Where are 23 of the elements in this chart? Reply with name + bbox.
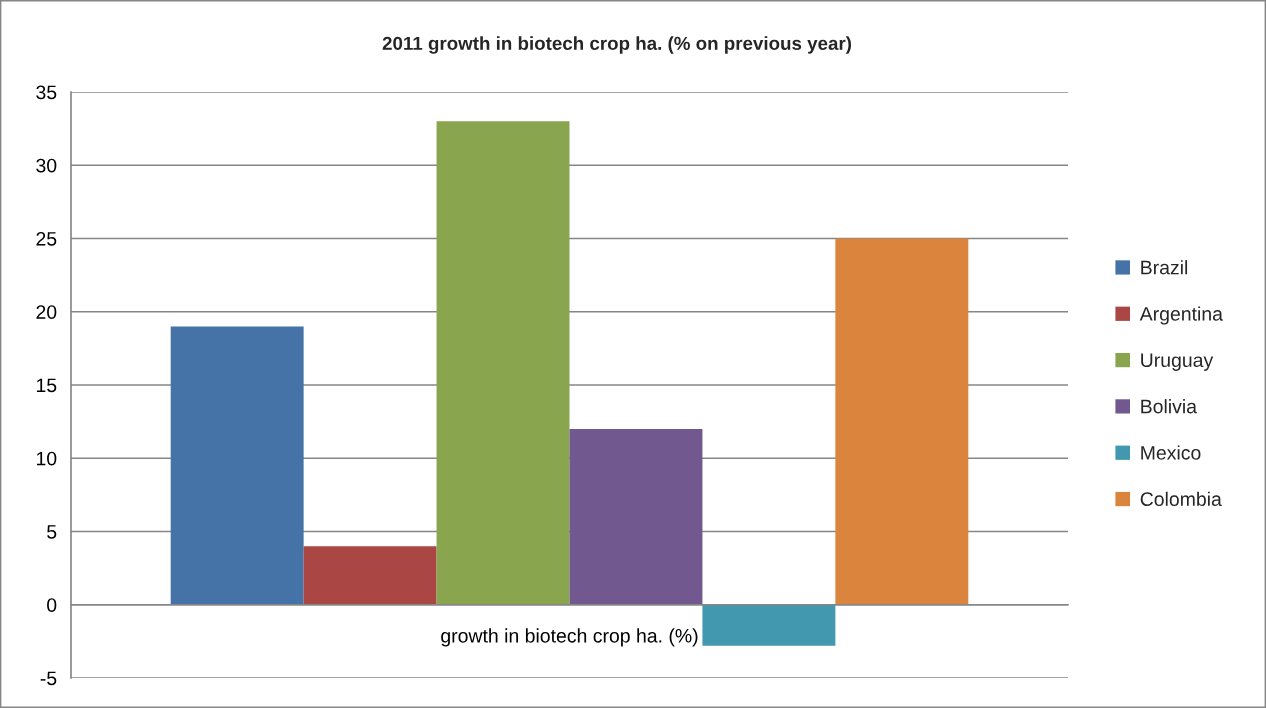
y-tick-label: 5	[47, 525, 57, 539]
bar	[303, 546, 437, 605]
legend-label: Mexico	[1141, 445, 1201, 460]
legend-label: Argentina	[1139, 306, 1223, 325]
bar	[835, 238, 969, 605]
bar	[702, 604, 836, 646]
y-tick-label: 0	[47, 598, 57, 612]
bar	[436, 121, 570, 605]
legend-label: Uruguay	[1141, 353, 1214, 371]
chart-title: 2011 growth in biotech crop ha. (% on previous year)	[382, 36, 852, 54]
y-tick-label: 15	[36, 378, 57, 393]
y-tick-label: 25	[36, 231, 57, 246]
y-tick-label: 20	[36, 305, 57, 319]
legend-label: Colombia	[1140, 491, 1222, 507]
legend-label: Brazil	[1141, 260, 1188, 275]
bar	[569, 428, 703, 605]
y-tick-label: 10	[36, 451, 57, 466]
legend-label: Bolivia	[1141, 399, 1197, 414]
y-tick-label: -5	[40, 671, 57, 686]
y-tick-label: 35	[36, 85, 57, 100]
bar	[170, 326, 304, 605]
y-tick-label: 30	[36, 158, 57, 173]
x-tick-label: growth in biotech crop ha. (%)	[441, 628, 698, 647]
